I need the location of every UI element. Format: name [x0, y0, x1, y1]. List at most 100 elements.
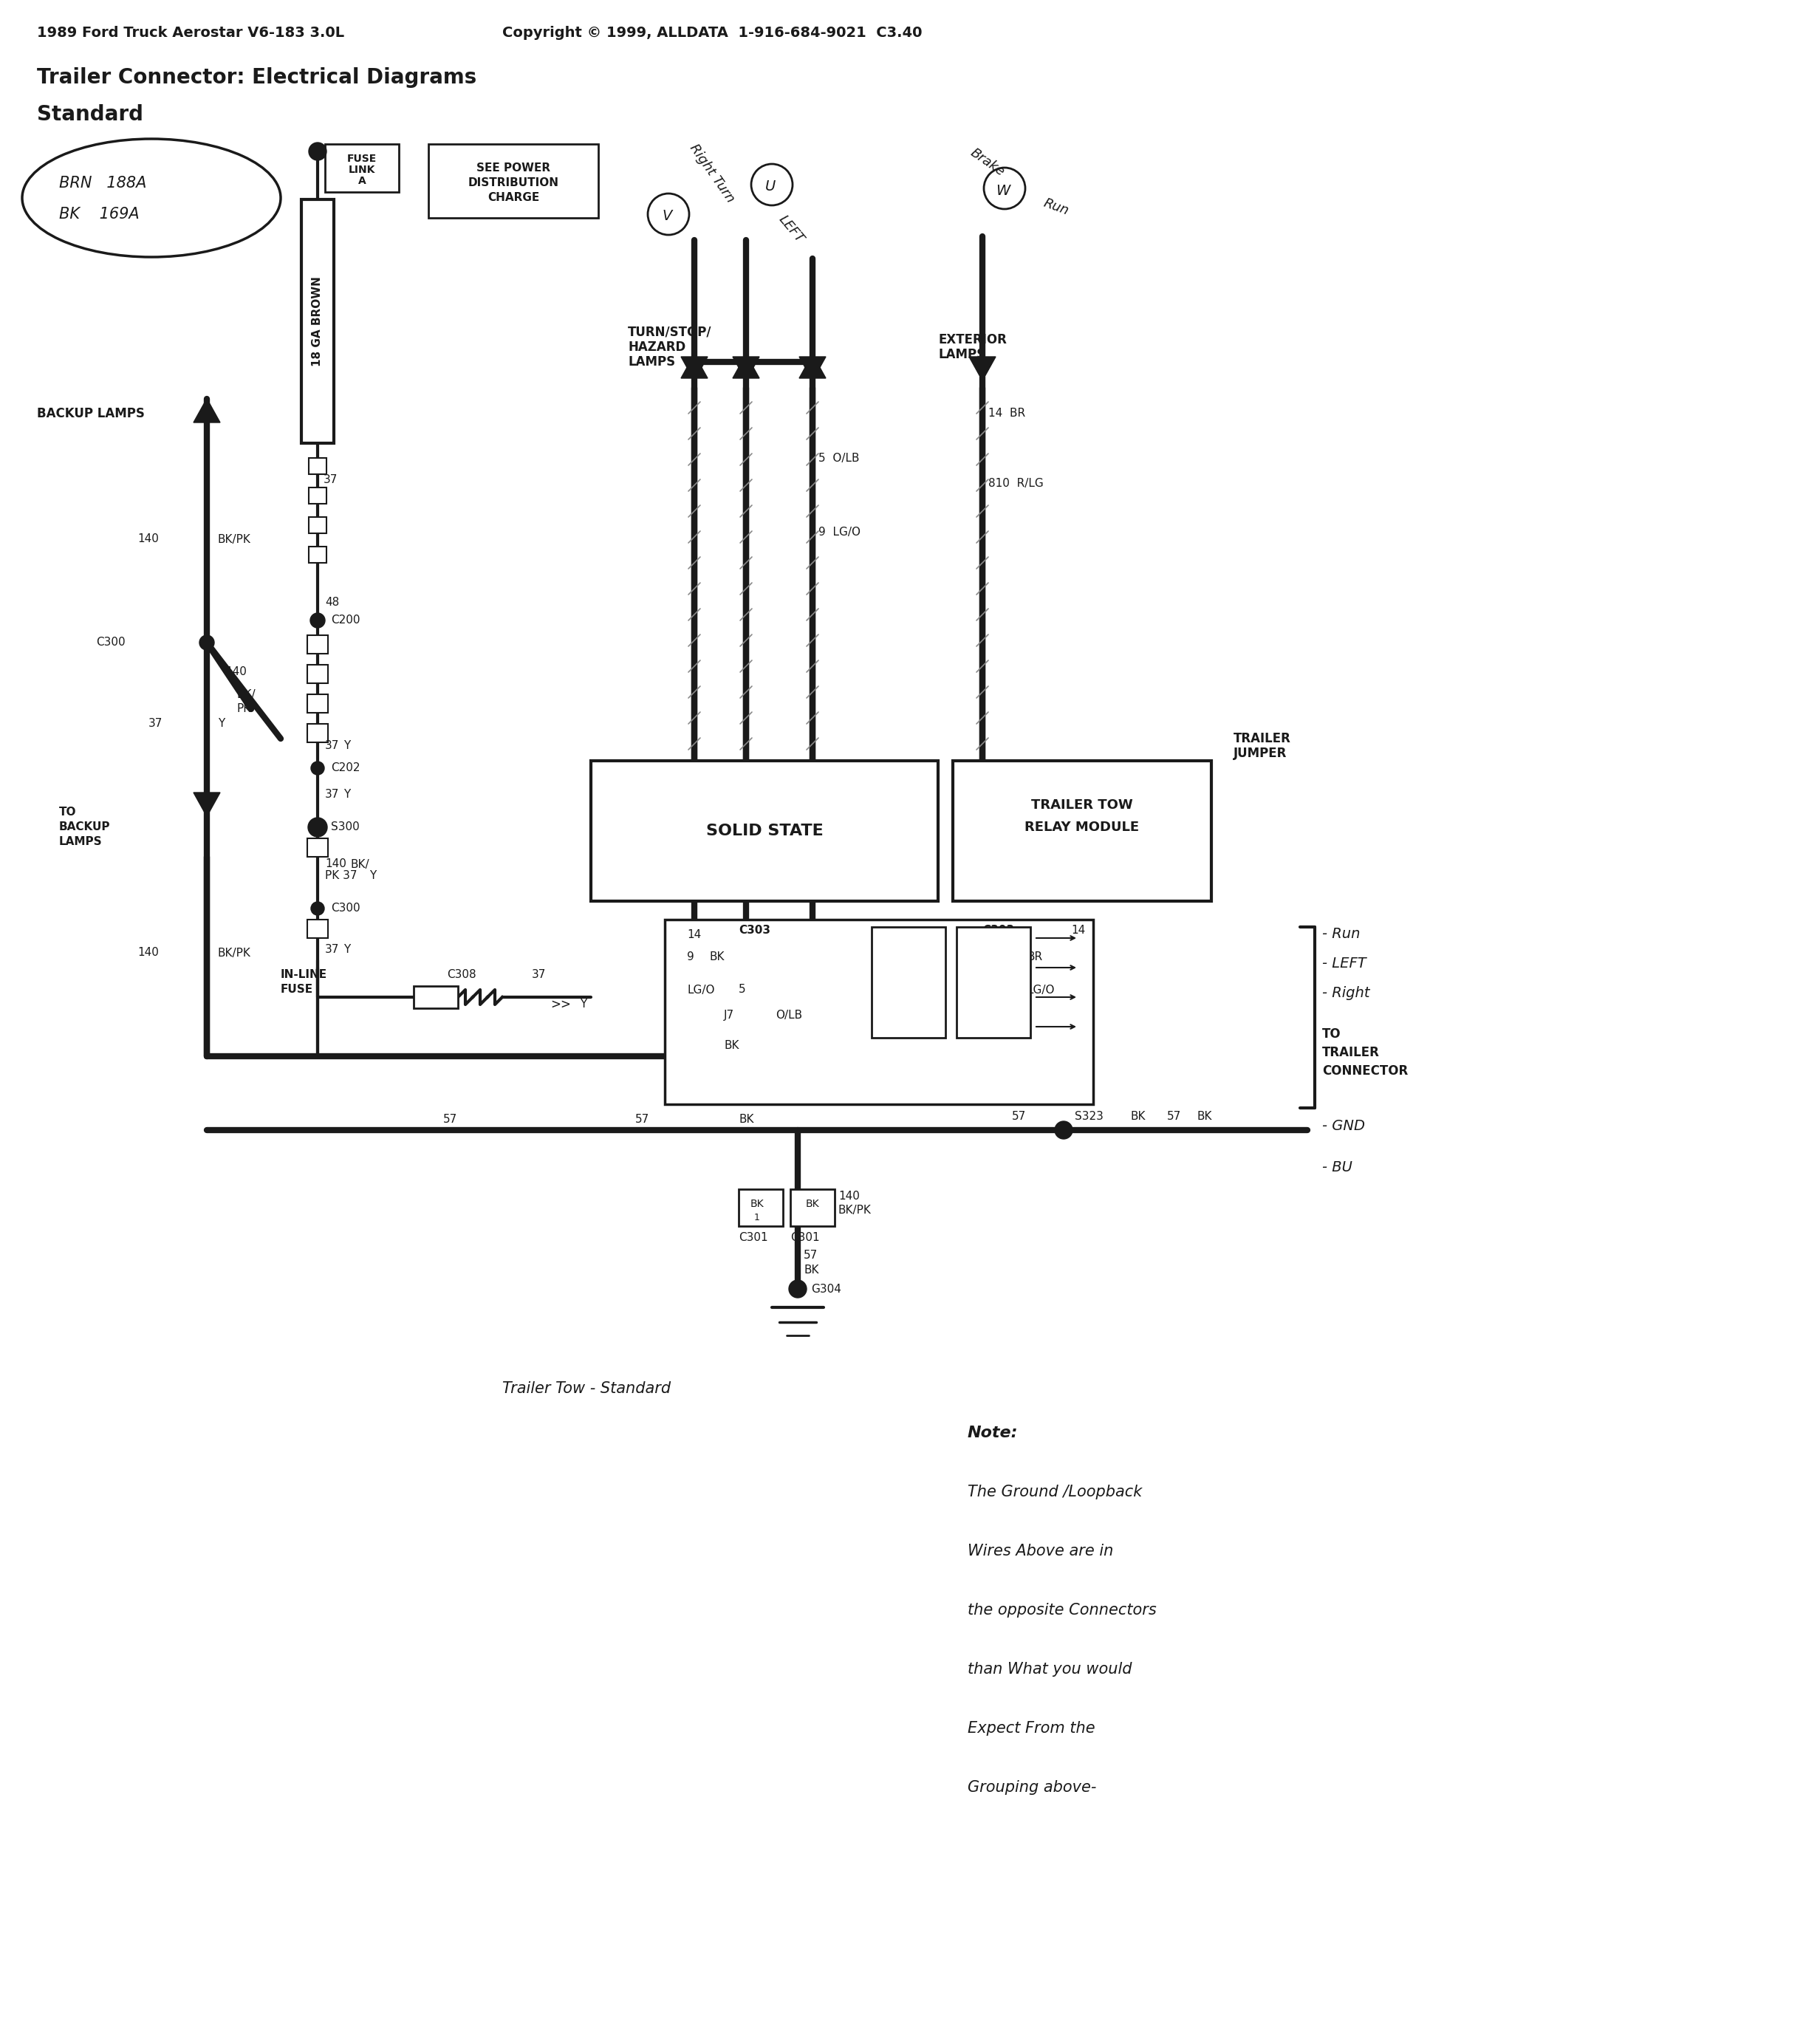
Text: SEE POWER: SEE POWER [477, 162, 550, 174]
Text: >>: >> [550, 998, 571, 1010]
Text: 140: 140 [226, 668, 248, 678]
Text: 37: 37 [324, 475, 339, 485]
Text: BK/PK: BK/PK [839, 1205, 872, 1215]
Text: TO: TO [1321, 1027, 1341, 1041]
Text: 37: 37 [531, 970, 546, 980]
Text: C300: C300 [331, 903, 360, 913]
Text: Grouping above-: Grouping above- [968, 1779, 1096, 1796]
Text: 57: 57 [444, 1114, 457, 1124]
Text: - Right: - Right [1321, 986, 1370, 1000]
Text: Y: Y [581, 998, 586, 1010]
Text: 57: 57 [1167, 1112, 1181, 1122]
Circle shape [200, 635, 215, 649]
Text: 9: 9 [686, 952, 693, 962]
Circle shape [788, 1280, 806, 1299]
Polygon shape [968, 357, 996, 381]
Circle shape [311, 901, 324, 915]
Text: C300: C300 [96, 637, 126, 647]
Text: 57: 57 [1012, 1112, 1026, 1122]
Polygon shape [193, 793, 220, 816]
Text: HAZARD: HAZARD [628, 341, 686, 353]
Polygon shape [681, 357, 708, 381]
Text: Brake: Brake [968, 146, 1006, 179]
Polygon shape [733, 355, 759, 377]
Text: PK 37: PK 37 [326, 870, 357, 881]
Text: 810  R/LG: 810 R/LG [988, 479, 1043, 489]
Circle shape [309, 613, 326, 627]
Polygon shape [799, 357, 826, 381]
Bar [739, 1189, 783, 1226]
Text: 37: 37 [326, 741, 339, 751]
Text: BRN   188A: BRN 188A [58, 177, 147, 191]
Text: Trailer Connector: Electrical Diagrams: Trailer Connector: Electrical Diagrams [36, 67, 477, 87]
Text: 48: 48 [326, 597, 339, 607]
Text: BK: BK [806, 1199, 819, 1209]
Bar [309, 546, 326, 562]
Bar [664, 919, 1094, 1104]
Text: J7: J7 [724, 1010, 733, 1021]
Text: TRAILER: TRAILER [1234, 732, 1290, 745]
Text: BK: BK [739, 1114, 753, 1124]
Text: 14: 14 [1070, 925, 1085, 935]
Bar [308, 666, 328, 684]
Text: The Ground /Loopback: The Ground /Loopback [968, 1485, 1143, 1499]
Bar [790, 1189, 835, 1226]
Text: BK: BK [724, 1039, 739, 1051]
Bar [954, 761, 1212, 901]
Bar [308, 694, 328, 712]
Bar [309, 517, 326, 534]
Text: C301: C301 [790, 1232, 819, 1242]
Text: TO: TO [58, 808, 76, 818]
Text: JUMPER: JUMPER [1234, 747, 1287, 761]
Bar [302, 199, 333, 442]
Text: 37: 37 [147, 718, 162, 728]
Text: FUSE: FUSE [348, 154, 377, 164]
Text: 37: 37 [326, 789, 339, 799]
Text: Y: Y [344, 789, 349, 799]
Text: Standard: Standard [36, 103, 144, 126]
Text: 1: 1 [753, 1213, 761, 1221]
Text: CONNECTOR: CONNECTOR [1321, 1065, 1409, 1077]
Bar [309, 459, 326, 475]
Text: CHARGE: CHARGE [488, 193, 539, 203]
Text: FUSE: FUSE [280, 984, 313, 996]
Text: BK/: BK/ [237, 688, 255, 700]
Text: Note:: Note: [968, 1426, 1017, 1441]
Text: BK/: BK/ [351, 858, 369, 870]
Text: 5  O/LB: 5 O/LB [819, 452, 859, 463]
Text: - Run: - Run [1321, 927, 1360, 941]
Text: - LEFT: - LEFT [1321, 958, 1367, 972]
Text: S323: S323 [1076, 1112, 1103, 1122]
Text: Run: Run [1041, 197, 1070, 217]
Text: LAMPS: LAMPS [628, 355, 675, 369]
Text: Right Turn: Right Turn [686, 142, 737, 205]
Text: 9: 9 [997, 952, 1005, 962]
Text: 37: 37 [326, 943, 339, 956]
Bar [308, 838, 328, 856]
Text: 140: 140 [138, 948, 158, 958]
Text: the opposite Connectors: the opposite Connectors [968, 1603, 1156, 1617]
Bar [413, 986, 459, 1008]
Text: V: V [662, 209, 672, 223]
Text: 14: 14 [686, 929, 701, 939]
Text: C303: C303 [739, 925, 770, 935]
Text: EXTERIOR: EXTERIOR [937, 333, 1006, 347]
Text: 18 GA BROWN: 18 GA BROWN [311, 276, 324, 367]
Circle shape [308, 818, 328, 836]
Text: BK: BK [1130, 1112, 1145, 1122]
Text: than What you would: than What you would [968, 1662, 1132, 1676]
Bar [326, 144, 399, 193]
Polygon shape [799, 355, 826, 377]
Text: 1989 Ford Truck Aerostar V6-183 3.0L: 1989 Ford Truck Aerostar V6-183 3.0L [36, 26, 344, 41]
Text: 140: 140 [839, 1191, 859, 1201]
Text: BK: BK [804, 1264, 819, 1276]
Text: LEFT: LEFT [775, 213, 806, 246]
Polygon shape [681, 355, 708, 377]
Text: IN-LINE: IN-LINE [280, 970, 328, 980]
Circle shape [311, 761, 324, 775]
Bar [872, 927, 945, 1037]
Text: BK: BK [710, 952, 724, 962]
Polygon shape [733, 357, 759, 381]
Text: BK: BK [1196, 1112, 1212, 1122]
Text: C308: C308 [448, 970, 477, 980]
